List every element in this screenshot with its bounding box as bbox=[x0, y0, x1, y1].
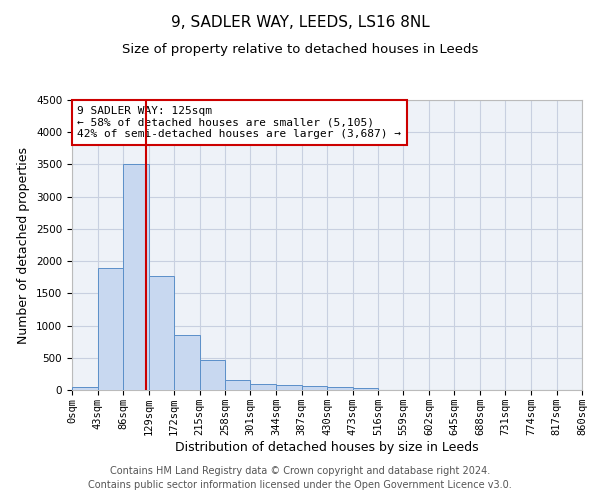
X-axis label: Distribution of detached houses by size in Leeds: Distribution of detached houses by size … bbox=[175, 440, 479, 454]
Bar bbox=[225, 380, 251, 390]
Bar bbox=[123, 164, 149, 390]
Bar bbox=[353, 388, 378, 390]
Bar bbox=[327, 388, 353, 390]
Text: Size of property relative to detached houses in Leeds: Size of property relative to detached ho… bbox=[122, 42, 478, 56]
Bar bbox=[97, 268, 123, 390]
Bar bbox=[302, 386, 327, 390]
Bar bbox=[72, 388, 97, 390]
Bar bbox=[251, 384, 276, 390]
Text: 9 SADLER WAY: 125sqm
← 58% of detached houses are smaller (5,105)
42% of semi-de: 9 SADLER WAY: 125sqm ← 58% of detached h… bbox=[77, 106, 401, 139]
Bar bbox=[149, 276, 174, 390]
Text: 9, SADLER WAY, LEEDS, LS16 8NL: 9, SADLER WAY, LEEDS, LS16 8NL bbox=[170, 15, 430, 30]
Bar bbox=[199, 360, 225, 390]
Bar bbox=[276, 386, 302, 390]
Text: Contains HM Land Registry data © Crown copyright and database right 2024.
Contai: Contains HM Land Registry data © Crown c… bbox=[88, 466, 512, 490]
Y-axis label: Number of detached properties: Number of detached properties bbox=[17, 146, 31, 344]
Bar bbox=[174, 335, 199, 390]
